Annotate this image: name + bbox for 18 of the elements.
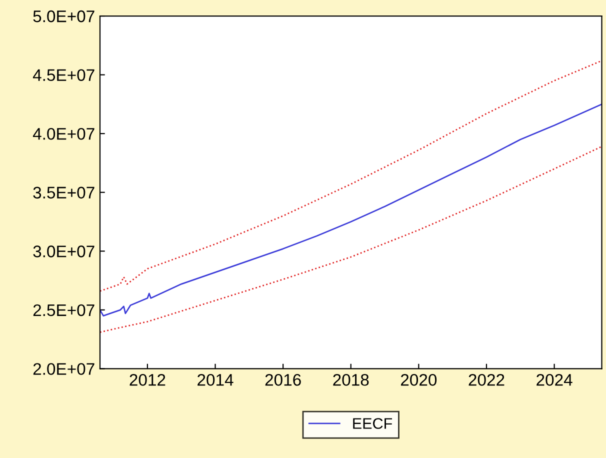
y-tick-label: 4.0E+07 [32, 128, 94, 140]
legend-label: EECF [353, 418, 392, 429]
x-tick-label: 2012 [130, 374, 166, 386]
y-tick-label: 2.5E+07 [33, 304, 94, 316]
x-tick-label: 2024 [536, 374, 572, 386]
line-series [100, 146, 602, 333]
x-tick-label: 2014 [198, 374, 234, 386]
y-tick-label: 3.0E+07 [33, 246, 94, 258]
x-tick-label: 2018 [333, 374, 369, 386]
y-tick-label: 4.5E+07 [32, 69, 94, 82]
x-tick-label: 2016 [265, 374, 301, 386]
y-tick-label: 2.0E+07 [33, 363, 94, 375]
line-series [100, 104, 602, 316]
y-tick-label: 3.5E+07 [33, 186, 94, 199]
x-tick-label: 2020 [400, 374, 437, 386]
y-tick-label: 5.0E+07 [33, 10, 94, 22]
line-series [100, 60, 602, 292]
x-tick-label: 2022 [468, 374, 504, 386]
